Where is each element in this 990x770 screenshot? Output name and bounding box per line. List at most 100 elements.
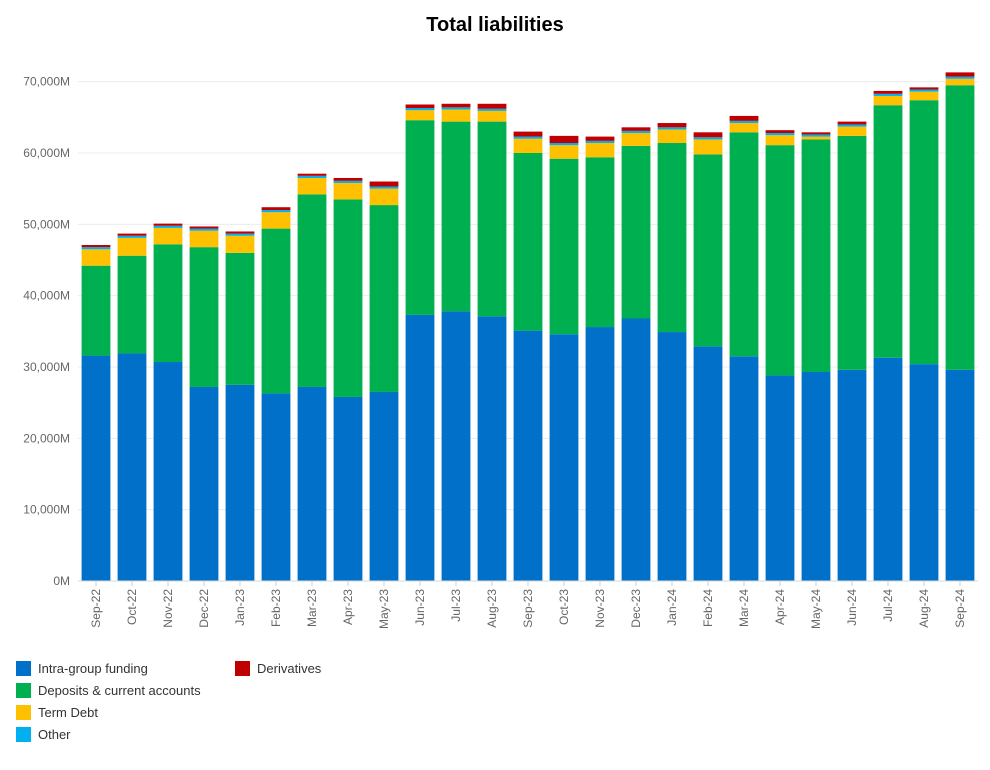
bar-segment [801, 132, 831, 135]
bar-segment [477, 110, 507, 122]
legend-label: Term Debt [38, 704, 98, 720]
x-tick-label: Mar-23 [305, 589, 319, 627]
legend-item[interactable]: Deposits & current accounts [16, 680, 201, 700]
y-tick-label: 50,000M [23, 217, 70, 231]
bar-segment [909, 91, 939, 101]
bar-segment [585, 140, 615, 144]
legend-swatch [16, 726, 31, 742]
bar-segment [945, 78, 975, 86]
x-tick-label: Nov-23 [593, 589, 607, 628]
x-tick-label: Jun-24 [845, 589, 859, 626]
x-tick-label: Apr-24 [773, 589, 787, 625]
x-tick-label: May-23 [377, 589, 391, 629]
bar-segment [153, 362, 183, 581]
bar-segment [153, 244, 183, 363]
bar-segment [765, 133, 795, 136]
legend-item[interactable]: Other [16, 724, 71, 744]
x-tick-label: Dec-23 [629, 589, 643, 628]
y-tick-label: 20,000M [23, 431, 70, 445]
bar-segment [873, 95, 903, 106]
legend-item[interactable]: Term Debt [16, 702, 98, 722]
x-tick-label: Feb-23 [269, 589, 283, 627]
bar-segment [765, 375, 795, 581]
bar-segment [729, 120, 759, 124]
bar-segment [81, 247, 111, 250]
bar-segment [837, 135, 867, 370]
bar-segment [189, 230, 219, 248]
bar-segment [441, 311, 471, 581]
x-tick-label: Jul-23 [449, 589, 463, 622]
bar-segment [513, 153, 543, 331]
x-tick-label: Apr-23 [341, 589, 355, 625]
legend-swatch [16, 704, 31, 720]
legend-label: Intra-group funding [38, 660, 148, 676]
bar-segment [765, 135, 795, 146]
legend-label: Deposits & current accounts [38, 682, 201, 698]
bar-segment [369, 188, 399, 206]
bar-segment [873, 105, 903, 358]
legend-swatch [16, 660, 31, 676]
y-axis: 0M 10,000M 20,000M 30,000M 40,000M 50,000M 60,… [23, 75, 70, 588]
bar-segment [837, 369, 867, 581]
bar-segment [153, 227, 183, 245]
bar-segment [477, 103, 507, 109]
bar-segment [837, 121, 867, 125]
x-tick-label: Jan-24 [665, 589, 679, 626]
x-tick-label: Aug-23 [485, 589, 499, 628]
bar-segment [117, 235, 147, 238]
bar-segment [765, 130, 795, 134]
x-tick-label: Sep-24 [953, 589, 967, 628]
bar-segment [189, 226, 219, 229]
bar-segment [441, 107, 471, 110]
bar-segment [729, 123, 759, 133]
bar-segment [945, 85, 975, 370]
bar-segment [189, 228, 219, 231]
y-tick-label: 10,000M [23, 503, 70, 517]
legend-item[interactable]: Intra-group funding [16, 658, 148, 678]
bar-segment [945, 76, 975, 79]
bar-segment [801, 136, 831, 140]
bars [81, 72, 975, 581]
bar-segment [621, 145, 651, 319]
bar-segment [405, 120, 435, 315]
bar-segment [225, 233, 255, 236]
bar-segment [81, 265, 111, 356]
bar-segment [117, 233, 147, 236]
bar-segment [729, 356, 759, 581]
stacked-bar-chart: 0M 10,000M 20,000M 30,000M 40,000M 50,000M 60,… [23, 72, 978, 629]
bar-segment [513, 330, 543, 581]
bar-segment [549, 158, 579, 335]
bar-segment [189, 386, 219, 581]
bar-segment [585, 327, 615, 581]
bar-segment [657, 143, 687, 333]
bar-segment [657, 129, 687, 144]
bar-segment [117, 353, 147, 581]
legend-swatch [16, 682, 31, 698]
bar-segment [225, 384, 255, 581]
bar-segment [261, 207, 291, 211]
bar-segment [693, 137, 723, 140]
bar-segment [405, 104, 435, 109]
bar-segment [405, 314, 435, 581]
x-tick-label: Sep-22 [89, 589, 103, 628]
bar-segment [333, 182, 363, 200]
x-tick-label: Oct-22 [125, 589, 139, 625]
bar-segment [225, 231, 255, 234]
bar-segment [369, 181, 399, 187]
y-tick-label: 30,000M [23, 360, 70, 374]
x-tick-label: May-24 [809, 589, 823, 629]
bar-segment [261, 210, 291, 213]
legend-label: Derivatives [257, 660, 322, 676]
bar-segment [225, 252, 255, 385]
bar-segment [81, 245, 111, 248]
bar-segment [261, 212, 291, 229]
bar-segment [513, 131, 543, 137]
bar-segment [693, 346, 723, 581]
bar-segment [225, 235, 255, 253]
x-tick-label: Aug-24 [917, 589, 931, 628]
bar-segment [261, 228, 291, 394]
legend: Intra-group funding Deposits & current ac… [16, 658, 616, 758]
bar-segment [801, 139, 831, 372]
legend-item[interactable]: Derivatives [235, 658, 321, 678]
bar-segment [513, 138, 543, 153]
